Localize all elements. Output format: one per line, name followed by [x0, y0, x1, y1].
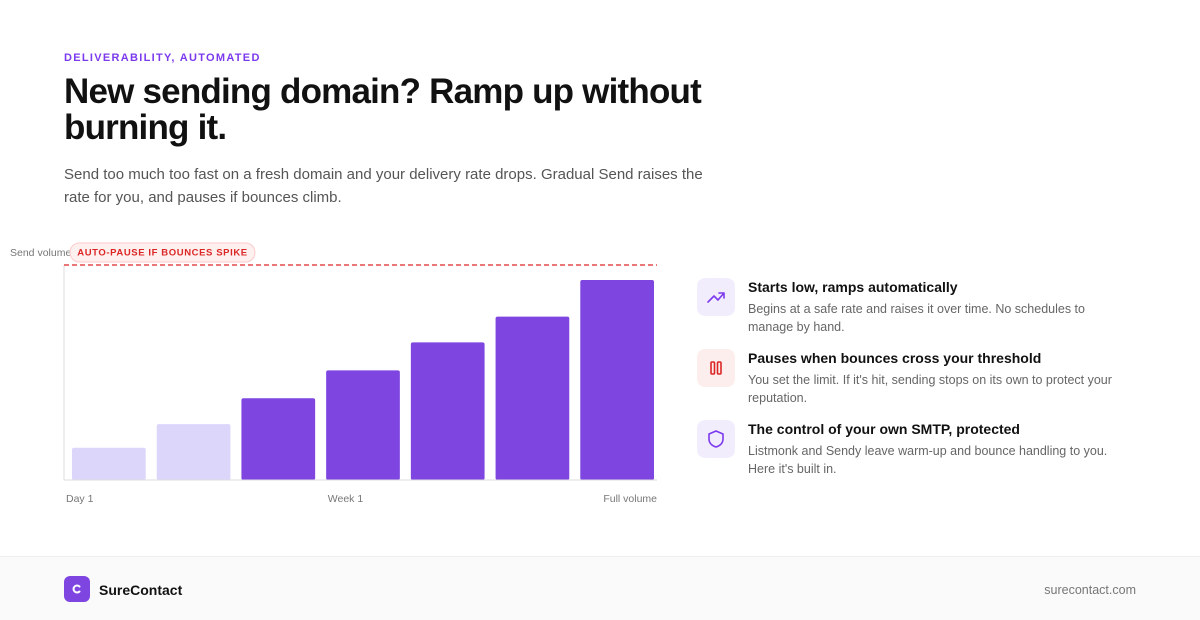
feature-title: Starts low, ramps automatically — [748, 279, 958, 295]
chart: Send volume Day 1 Week 1 Full volume AUTO-PA… — [10, 242, 657, 505]
feature-text: Begins at a safe rate and raises it over… — [748, 302, 1085, 334]
headline: New sending domain? Ramp up without burn… — [64, 72, 702, 147]
bar — [580, 280, 654, 480]
annotation: AUTO-PAUSE IF BOUNCES SPIKE — [77, 248, 248, 259]
brand[interactable]: SureContact — [99, 582, 183, 598]
feature-title: The control of your own SMTP, protected — [748, 421, 1020, 437]
x-tick-label: Day 1 — [66, 493, 94, 505]
footer: SureContact surecontact.com — [0, 556, 1200, 620]
icon — [697, 420, 735, 458]
logo[interactable] — [64, 576, 90, 602]
bar — [156, 424, 231, 480]
description: Send too much too fast on a fresh domain… — [64, 166, 703, 206]
y-axis-label: Send volume — [10, 247, 71, 259]
x-tick-label: Full volume — [603, 493, 657, 505]
x-tick-label: Week 1 — [328, 493, 364, 505]
bar — [495, 316, 570, 480]
annotation-pill — [69, 242, 256, 263]
icon — [697, 349, 735, 387]
bar — [326, 370, 400, 480]
icon — [697, 278, 735, 316]
feature-text: Listmonk and Sendy leave warm-up and bou… — [748, 444, 1108, 476]
eyebrow: DELIVERABILITY, AUTOMATED — [64, 52, 261, 64]
bar — [410, 342, 485, 480]
feature-text: You set the limit. If it's hit, sending … — [748, 373, 1112, 405]
bar — [241, 398, 316, 480]
url[interactable]: surecontact.com — [1044, 583, 1136, 597]
feature-title: Pauses when bounces cross your threshold — [748, 350, 1042, 366]
bar — [72, 447, 146, 480]
